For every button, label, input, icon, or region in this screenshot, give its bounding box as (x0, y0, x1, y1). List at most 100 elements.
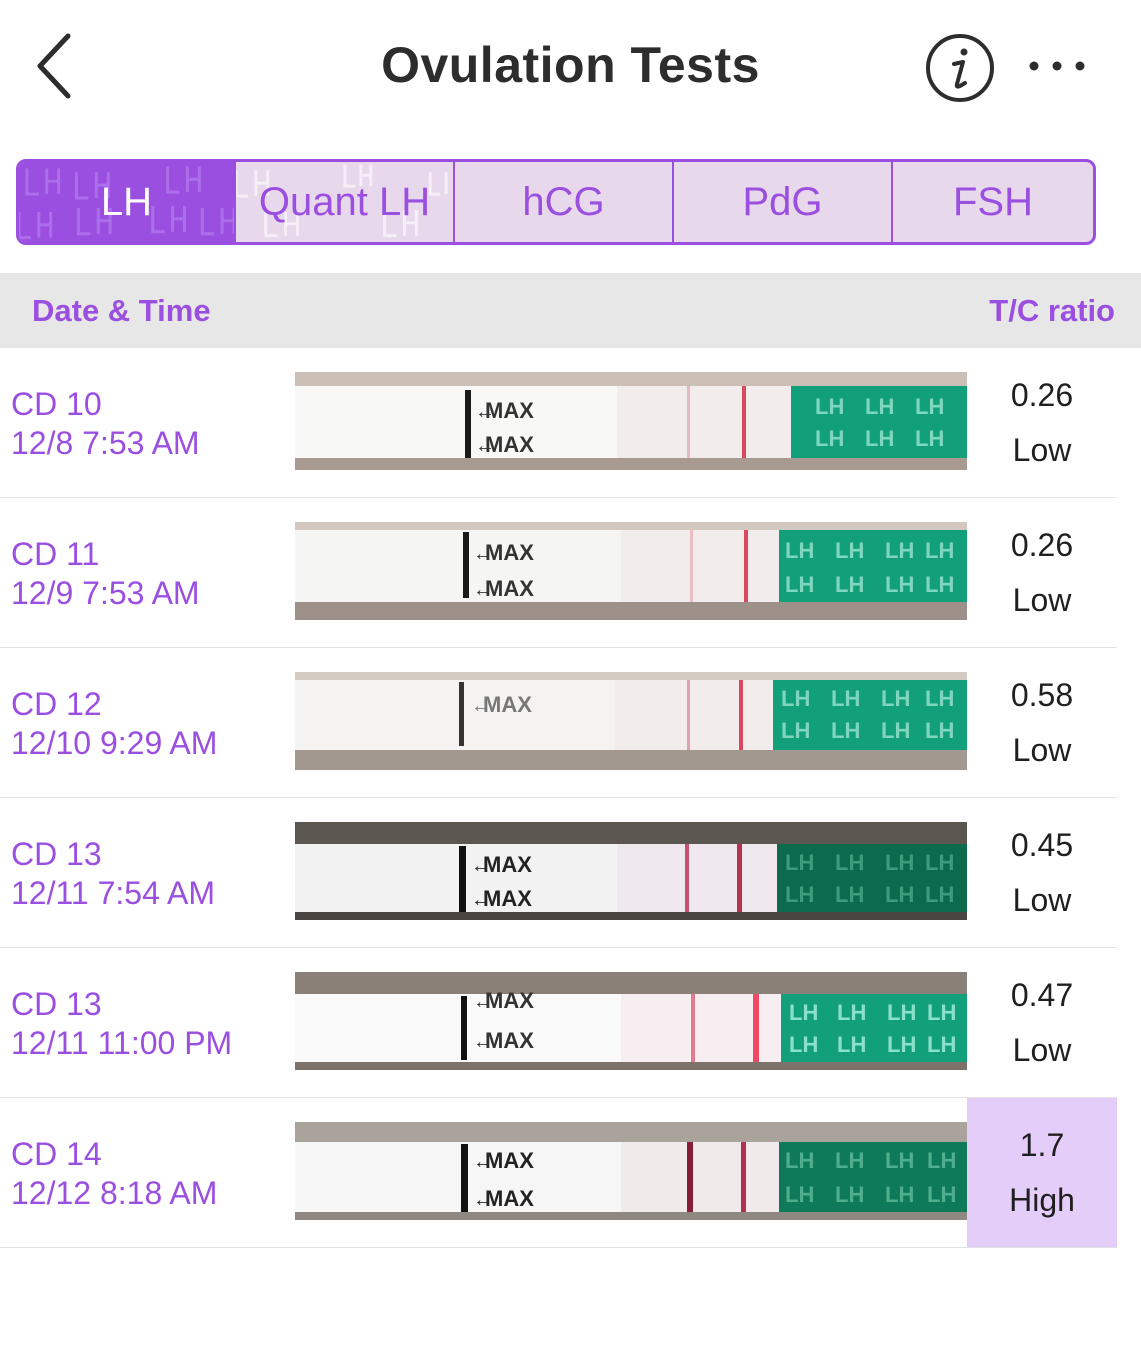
tab-quant-lh[interactable]: Quant LH (236, 162, 455, 242)
test-row[interactable]: CD 12 12/10 9:29 AM ← MAX LH LH LH LH LH LH L… (0, 648, 1141, 798)
tab-hcg-label: hCG (522, 179, 605, 224)
test-strip-image: ← MAX ← MAX LH LH LH LH LH LH LH LH (295, 822, 967, 920)
svg-text:LH: LH (815, 394, 844, 419)
svg-text:LH: LH (865, 394, 894, 419)
svg-text:LH: LH (785, 538, 814, 563)
ratio-cell: 0.47 Low (967, 948, 1117, 1097)
svg-text:←: ← (471, 855, 491, 877)
svg-text:LH: LH (865, 426, 894, 451)
svg-text:LH: LH (887, 1032, 916, 1057)
svg-text:MAX: MAX (485, 1148, 534, 1173)
tc-ratio-value: 0.58 (1010, 677, 1074, 713)
svg-text:LH: LH (837, 1000, 866, 1025)
tc-ratio-value: 0.47 (1010, 977, 1074, 1013)
tc-ratio-level: Low (1012, 882, 1072, 918)
svg-text:LH: LH (789, 1032, 818, 1057)
test-strip-image: ← MAX ← MAX LH LH LH LH LH LH LH LH (295, 972, 967, 1070)
ratio-cell: 0.58 Low (967, 648, 1117, 797)
svg-text:LH: LH (785, 850, 814, 875)
svg-text:MAX: MAX (485, 540, 534, 565)
test-datetime: 12/8 7:53 AM (11, 425, 200, 461)
ratio-cell: 0.26 Low (967, 348, 1117, 497)
svg-text:MAX: MAX (485, 1186, 534, 1211)
test-datetime: 12/12 8:18 AM (11, 1175, 218, 1211)
svg-text:LH: LH (835, 1148, 864, 1173)
svg-text:LH: LH (835, 850, 864, 875)
cycle-day: CD 10 (11, 386, 102, 422)
tc-ratio-level: Low (1012, 1032, 1072, 1068)
svg-text:LH: LH (831, 686, 860, 711)
svg-text:LH: LH (831, 718, 860, 743)
tab-hcg[interactable]: hCG (455, 162, 674, 242)
more-horizontal-icon (1029, 61, 1085, 71)
tab-lh[interactable]: LH (19, 162, 236, 242)
svg-text:MAX: MAX (485, 1028, 534, 1053)
svg-text:LH: LH (785, 1182, 814, 1207)
test-row[interactable]: CD 13 12/11 11:00 PM ← MAX ← MAX LH LH LH L… (0, 948, 1141, 1098)
test-row[interactable]: CD 14 12/12 8:18 AM ← MAX ← MAX LH LH LH LH… (0, 1098, 1141, 1248)
column-date-time: Date & Time (32, 293, 211, 328)
column-tc-ratio: T/C ratio (989, 293, 1115, 328)
tab-fsh-label: FSH (953, 179, 1033, 224)
row-divider (0, 947, 1117, 948)
tc-ratio-value: 1.7 (1019, 1127, 1065, 1163)
svg-text:LH: LH (785, 572, 814, 597)
svg-text:←: ← (471, 695, 491, 717)
svg-text:←: ← (475, 435, 495, 457)
ratio-cell-high: 1.7 High (967, 1098, 1117, 1247)
svg-text:LH: LH (781, 718, 810, 743)
ratio-cell: 0.26 Low (967, 498, 1117, 647)
test-datetime: 12/11 7:54 AM (11, 875, 215, 911)
cycle-day: CD 12 (11, 686, 102, 722)
svg-text:LH: LH (927, 1182, 956, 1207)
svg-text:←: ← (475, 401, 495, 423)
svg-text:←: ← (473, 543, 493, 565)
tab-lh-label: LH (100, 179, 153, 224)
svg-text:LH: LH (835, 882, 864, 907)
tc-ratio-value: 0.45 (1010, 827, 1074, 863)
tc-ratio-value: 0.26 (1010, 527, 1074, 563)
test-row[interactable]: CD 10 12/8 7:53 AM MAX MAX ← ← LH LH LH LH… (0, 348, 1141, 498)
cycle-day: CD 13 (11, 836, 102, 872)
svg-text:LH: LH (881, 718, 910, 743)
row-divider (0, 1097, 1117, 1098)
info-button[interactable] (924, 32, 996, 104)
test-row[interactable]: CD 13 12/11 7:54 AM ← MAX ← MAX LH LH LH LH… (0, 798, 1141, 948)
svg-text:←: ← (473, 579, 493, 601)
svg-text:LH: LH (885, 572, 914, 597)
svg-text:MAX: MAX (483, 852, 532, 877)
test-strip-image: ← MAX ← MAX LH LH LH LH LH LH LH LH (295, 1122, 967, 1220)
svg-text:LH: LH (835, 538, 864, 563)
svg-text:LH: LH (885, 1148, 914, 1173)
test-type-tabs: LH Quant LH hCG PdG FSH (16, 159, 1096, 245)
row-divider (0, 647, 1117, 648)
svg-text:LH: LH (925, 882, 954, 907)
back-button[interactable] (28, 28, 88, 104)
row-divider (0, 1247, 1117, 1248)
svg-text:LH: LH (785, 882, 814, 907)
tab-pdg[interactable]: PdG (674, 162, 893, 242)
svg-text:LH: LH (925, 572, 954, 597)
cycle-day: CD 13 (11, 986, 102, 1022)
svg-text:MAX: MAX (485, 398, 534, 423)
svg-text:LH: LH (789, 1000, 818, 1025)
test-list: CD 10 12/8 7:53 AM MAX MAX ← ← LH LH LH LH… (0, 348, 1141, 1248)
tab-fsh[interactable]: FSH (893, 162, 1093, 242)
lh-pattern-decoration (236, 164, 448, 238)
cycle-day: CD 11 (11, 536, 100, 572)
svg-text:LH: LH (915, 426, 944, 451)
test-datetime: 12/11 11:00 PM (11, 1025, 233, 1061)
tab-quant-lh-label: Quant LH (258, 179, 431, 224)
svg-text:LH: LH (915, 394, 944, 419)
svg-text:LH: LH (927, 1148, 956, 1173)
svg-text:LH: LH (885, 538, 914, 563)
svg-text:MAX: MAX (485, 432, 534, 457)
test-row[interactable]: CD 11 12/9 7:53 AM ← MAX ← MAX LH LH LH LH … (0, 498, 1141, 648)
test-datetime: 12/9 7:53 AM (11, 575, 200, 611)
ratio-cell: 0.45 Low (967, 798, 1117, 947)
svg-text:LH: LH (925, 686, 954, 711)
svg-text:LH: LH (781, 686, 810, 711)
svg-text:LH: LH (885, 882, 914, 907)
more-button[interactable] (1024, 46, 1090, 86)
svg-text:LH: LH (881, 686, 910, 711)
